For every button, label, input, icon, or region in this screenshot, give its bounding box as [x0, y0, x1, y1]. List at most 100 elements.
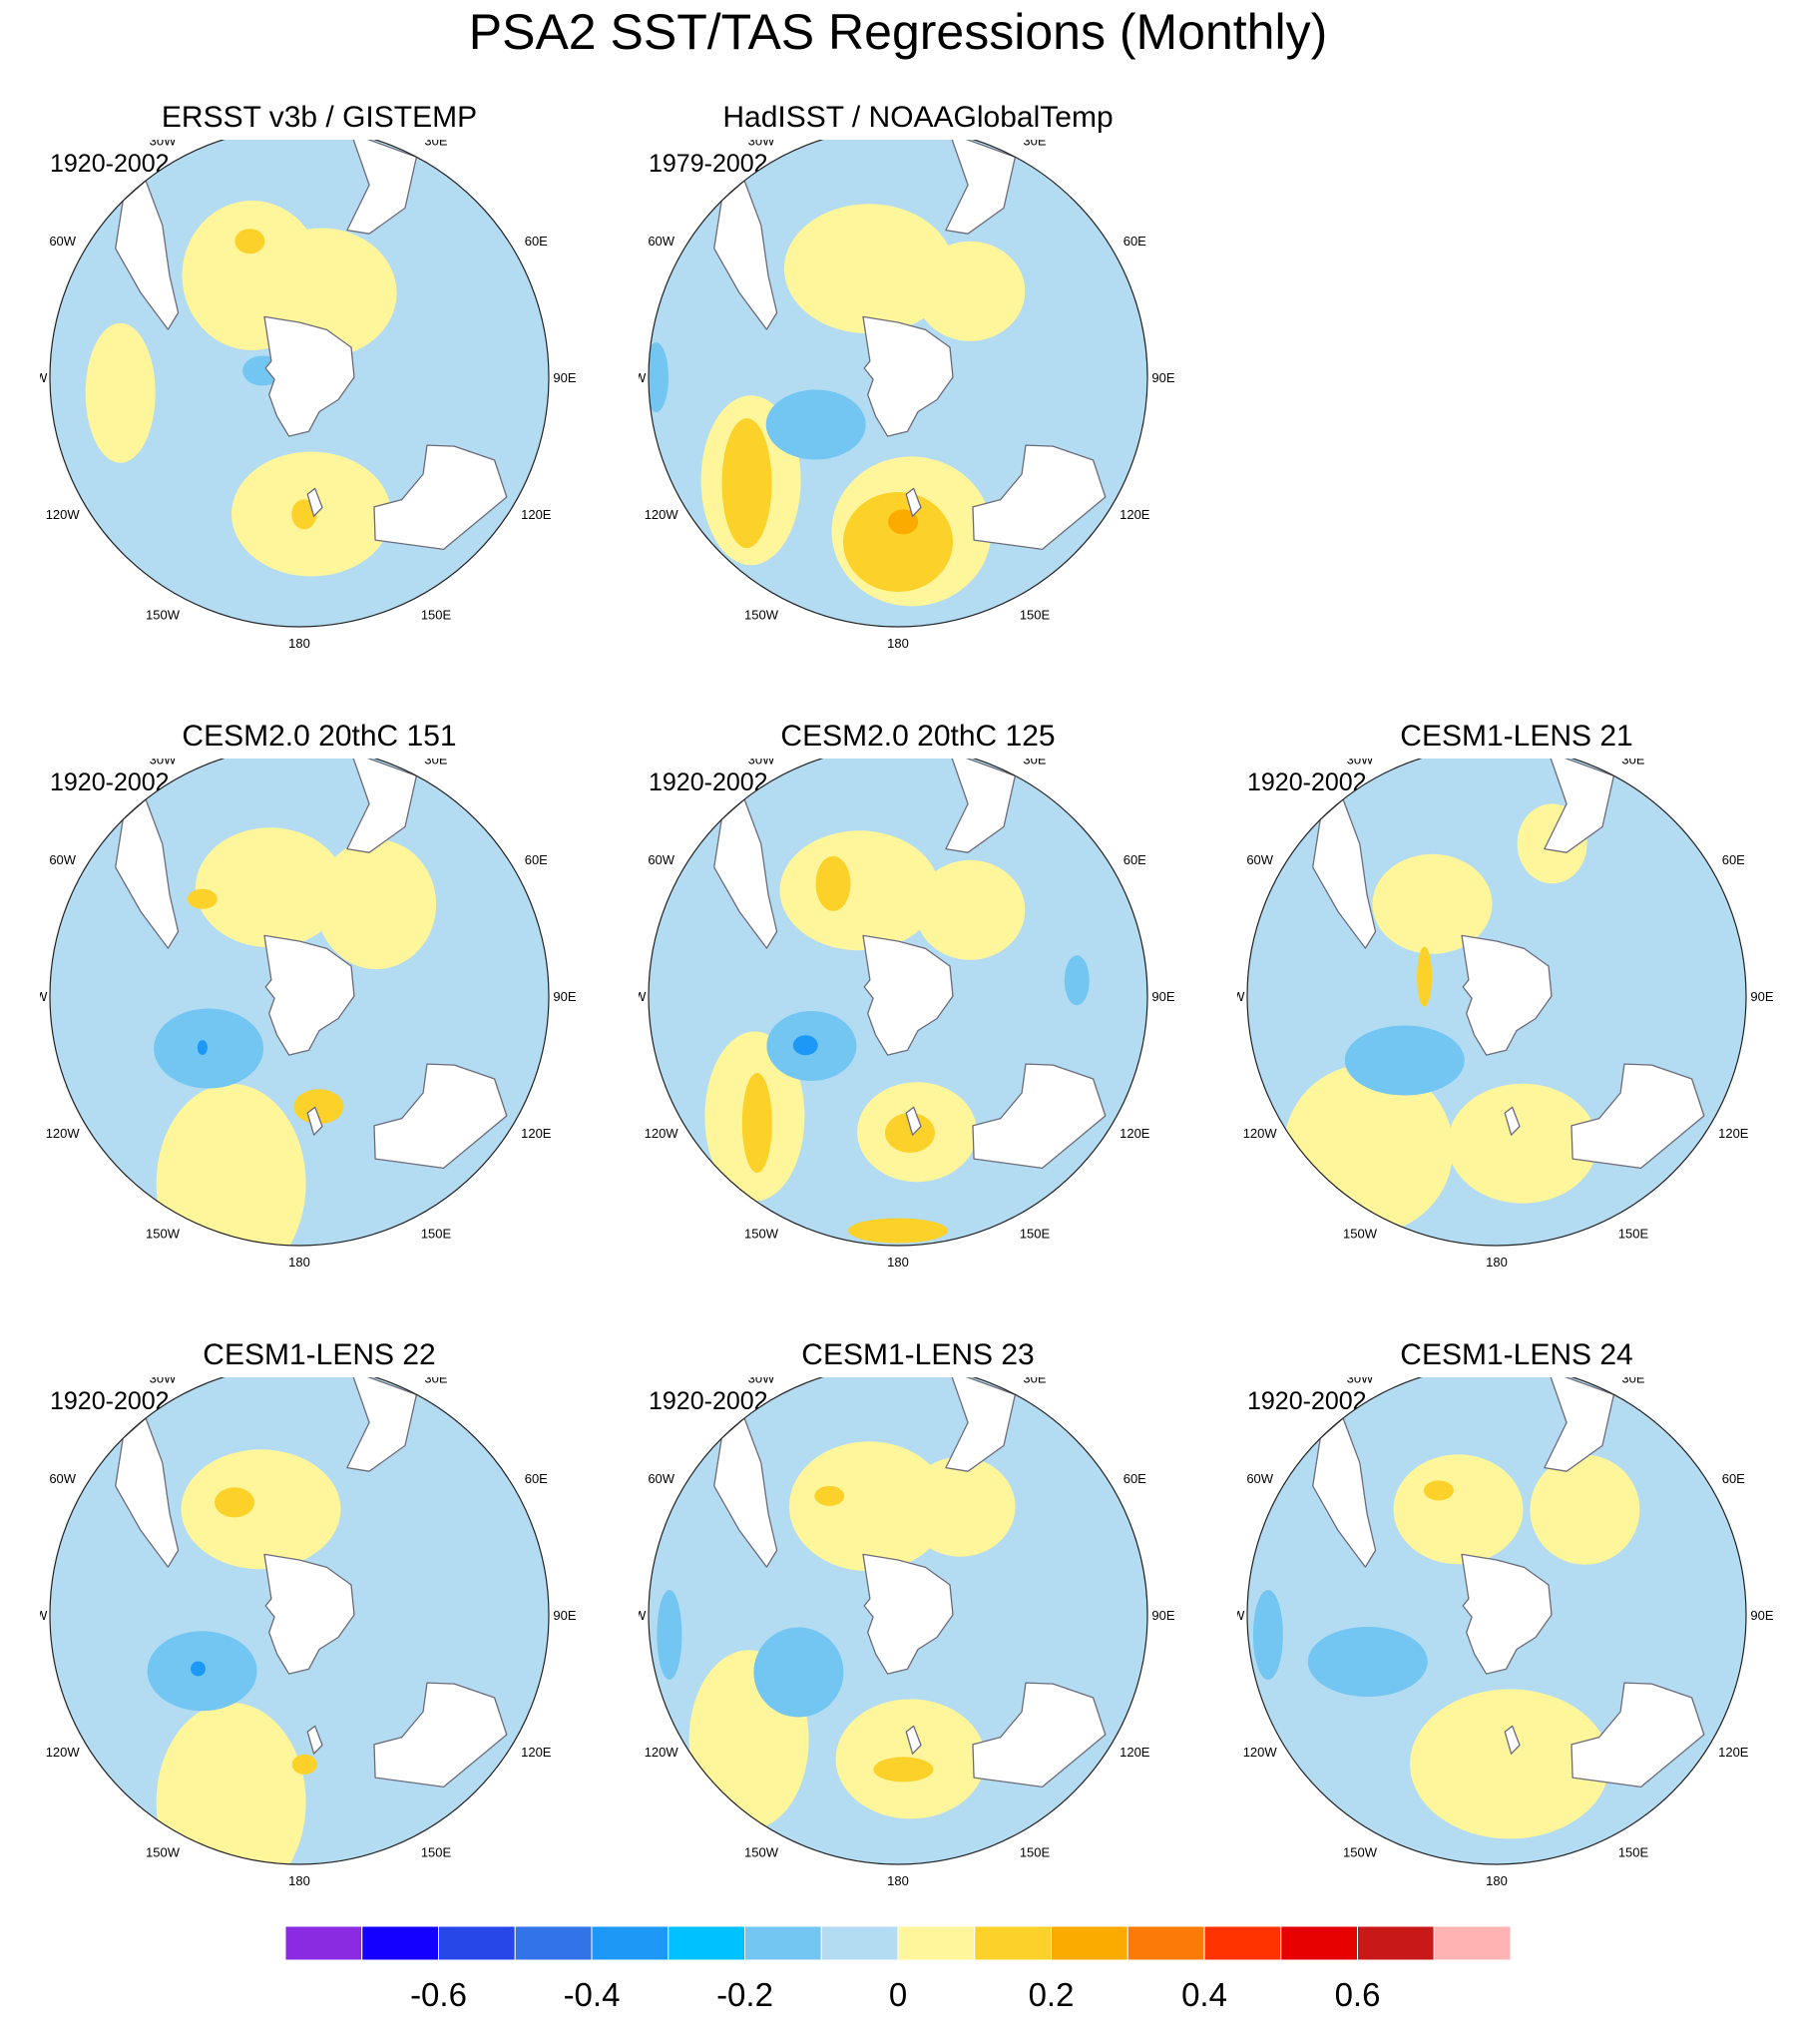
longitude-label: 30E — [424, 140, 447, 149]
longitude-label: 90E — [553, 1608, 576, 1623]
longitude-label: 180 — [1486, 1255, 1508, 1268]
colorbar-swatch — [591, 1925, 670, 1961]
longitude-label: 60W — [648, 1471, 674, 1486]
anomaly-region-neg-weak — [1344, 1025, 1465, 1096]
longitude-label: 60E — [525, 234, 548, 249]
anomaly-region-pos-mid — [1417, 946, 1433, 1007]
new-zealand-coastline — [905, 1725, 922, 1755]
panel-title: CESM1-LENS 22 — [203, 1338, 436, 1371]
panel-period: 1920-2002 — [50, 768, 170, 796]
antarctica-coastline — [263, 315, 355, 437]
panel-period: 1920-2002 — [1247, 768, 1367, 796]
longitude-label: 180 — [288, 1255, 310, 1268]
map-border — [49, 759, 550, 1247]
map-panel-cesm1-23: CESM1-LENS 231920-2002030E60E90E120E150E… — [639, 1337, 1197, 1916]
longitude-label: 120W — [1243, 1745, 1278, 1760]
longitude-label: 30E — [424, 759, 447, 767]
longitude-label: 90E — [1151, 370, 1174, 385]
longitude-label: 150E — [1618, 1226, 1649, 1241]
longitude-label: 30E — [1023, 1377, 1046, 1386]
longitude-label: 150E — [1618, 1844, 1649, 1859]
colorbar-swatch — [668, 1925, 745, 1961]
longitude-label: 120E — [521, 507, 552, 522]
longitude-label: 30E — [1023, 140, 1046, 149]
polar-map: 030E60E90E120E150E180150W120W90W60W30W — [40, 140, 577, 649]
longitude-label: 120W — [46, 507, 81, 522]
longitude-label: 150E — [421, 1226, 452, 1241]
colorbar-label: 0.6 — [1335, 1976, 1381, 2013]
anomaly-region-pos-mid — [1423, 1480, 1454, 1501]
longitude-label: 30E — [1621, 759, 1644, 767]
longitude-label: 180 — [887, 1873, 909, 1886]
anomaly-region-pos-mid — [291, 1754, 317, 1775]
longitude-label: 120W — [645, 1745, 679, 1760]
longitude-label: 120E — [1120, 507, 1150, 522]
anomaly-region-pos-weak — [1410, 1689, 1610, 1839]
australia-coastline — [1571, 1063, 1705, 1170]
panel-period: 1920-2002 — [649, 1387, 768, 1415]
polar-map: 030E60E90E120E150E180150W120W90W60W30W — [639, 759, 1175, 1268]
longitude-label: 120E — [521, 1126, 552, 1141]
longitude-label: 30W — [1347, 759, 1374, 767]
longitude-label: 90W — [639, 989, 647, 1004]
anomaly-region-pos-mid — [848, 1218, 948, 1244]
panel-title: ERSST v3b / GISTEMP — [161, 101, 478, 134]
anomaly-region-pos-weak — [316, 839, 437, 970]
panel-title: CESM1-LENS 21 — [1400, 720, 1633, 753]
polar-map: 030E60E90E120E150E180150W120W90W60W30W — [1237, 759, 1774, 1268]
australia-coastline — [972, 1063, 1107, 1170]
new-zealand-coastline — [306, 1106, 323, 1136]
longitude-label: 120E — [1718, 1745, 1749, 1760]
colorbar-label: -0.6 — [410, 1976, 467, 2013]
longitude-label: 180 — [288, 636, 310, 649]
longitude-label: 60W — [49, 852, 76, 867]
longitude-label: 30W — [748, 759, 775, 767]
longitude-label: 60E — [1123, 1471, 1146, 1486]
longitude-label: 150W — [146, 1226, 181, 1241]
anomaly-region-pos-weak — [1393, 1454, 1524, 1565]
longitude-label: 180 — [887, 1255, 909, 1268]
anomaly-region-pos-mid — [741, 1073, 772, 1174]
australia-coastline — [972, 1682, 1107, 1788]
longitude-label: 150W — [744, 607, 779, 622]
anomaly-region-neg-weak — [154, 1008, 264, 1089]
longitude-label: 60W — [1246, 1471, 1273, 1486]
panel-title: CESM2.0 20thC 151 — [182, 720, 457, 753]
colorbar-swatch — [284, 1925, 363, 1961]
map-panel-cesm1-22: CESM1-LENS 221920-2002030E60E90E120E150E… — [40, 1337, 599, 1916]
longitude-label: 90W — [40, 370, 48, 385]
longitude-label: 150W — [146, 607, 181, 622]
longitude-label: 150E — [1020, 1226, 1051, 1241]
longitude-label: 60W — [49, 234, 76, 249]
anomaly-region-pos-mid — [721, 418, 772, 549]
colorbar-swatch — [1433, 1925, 1512, 1961]
colorbar-label: -0.4 — [564, 1976, 621, 2013]
map-border — [1246, 1377, 1747, 1865]
australia-coastline — [373, 444, 508, 551]
longitude-label: 90E — [553, 989, 576, 1004]
longitude-label: 150W — [146, 1844, 181, 1859]
anomaly-region-pos-mid — [293, 1089, 344, 1125]
figure-title: PSA2 SST/TAS Regressions (Monthly) — [468, 4, 1328, 60]
anomaly-region-pos-mid — [873, 1757, 934, 1783]
longitude-label: 120E — [1718, 1126, 1749, 1141]
longitude-label: 180 — [887, 636, 909, 649]
longitude-label: 150E — [1020, 1844, 1051, 1859]
anomaly-region-pos-mid — [291, 499, 317, 530]
longitude-label: 120W — [46, 1126, 81, 1141]
longitude-label: 120E — [521, 1745, 552, 1760]
longitude-label: 90W — [1237, 989, 1245, 1004]
colorbar-swatch — [820, 1925, 899, 1961]
anomaly-region-neg-mid — [191, 1661, 206, 1677]
anomaly-region-pos-mid — [187, 888, 218, 909]
panel-period: 1979-2002 — [649, 150, 768, 178]
colorbar-swatch — [897, 1925, 976, 1961]
longitude-label: 120W — [645, 1126, 679, 1141]
anomaly-region-pos-weak — [1530, 1454, 1640, 1565]
longitude-label: 150W — [744, 1226, 779, 1241]
map-border — [49, 1377, 550, 1865]
new-zealand-coastline — [306, 1725, 323, 1755]
longitude-label: 150E — [1020, 607, 1051, 622]
colorbar-swatch — [974, 1925, 1052, 1961]
